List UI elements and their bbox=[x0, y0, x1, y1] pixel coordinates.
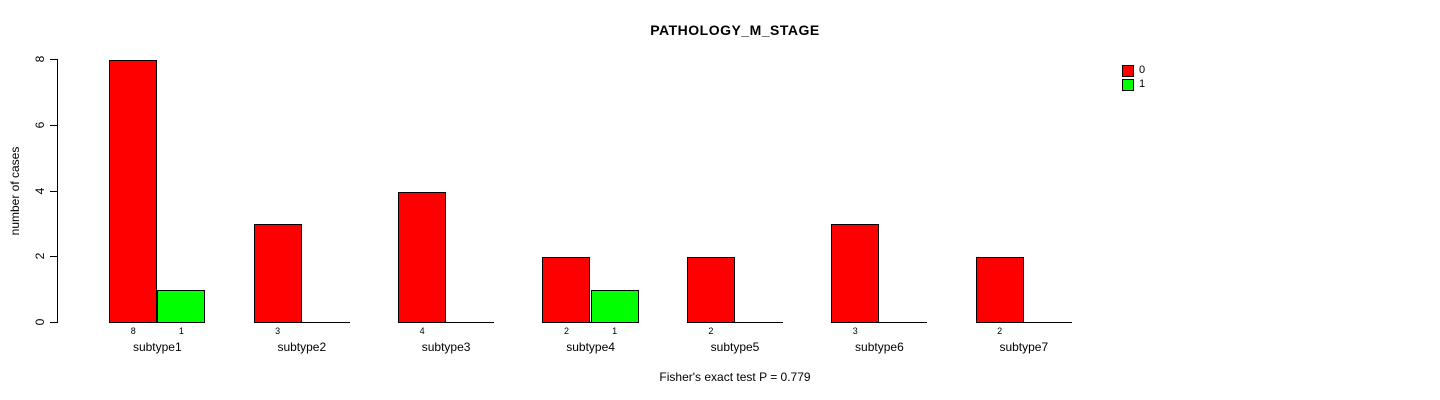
legend-swatch-red-icon bbox=[1122, 64, 1134, 77]
y-axis-label: number of cases bbox=[8, 146, 22, 236]
category-label-subtype3: subtype3 bbox=[421, 340, 471, 354]
category-label-subtype2: subtype2 bbox=[277, 340, 327, 354]
legend-swatch-green-icon bbox=[1122, 78, 1134, 91]
y-tick-mark bbox=[50, 59, 57, 60]
bar-subtype5-series-0 bbox=[686, 257, 735, 323]
bar-value-label: 3 bbox=[852, 326, 858, 336]
y-tick-label: 8 bbox=[33, 55, 47, 63]
y-tick-mark bbox=[50, 125, 57, 126]
bar-value-label: 2 bbox=[563, 326, 570, 336]
bar-subtype7-series-0 bbox=[975, 257, 1024, 323]
bar-subtype1-series-1 bbox=[157, 290, 206, 323]
bar-value-label: 3 bbox=[275, 326, 281, 336]
group-baseline bbox=[975, 322, 1072, 323]
legend-label: 1 bbox=[1139, 78, 1146, 90]
y-tick-mark bbox=[50, 256, 57, 257]
bar-subtype4-series-0 bbox=[542, 257, 591, 323]
y-tick-label: 0 bbox=[33, 318, 47, 326]
bar-value-label: 4 bbox=[419, 326, 425, 336]
category-label-subtype6: subtype6 bbox=[855, 340, 904, 354]
bar-value-label: 8 bbox=[130, 326, 136, 336]
group-baseline bbox=[686, 322, 784, 323]
legend-entry-0: 0 bbox=[1122, 64, 1145, 77]
legend: 0 1 bbox=[1122, 64, 1145, 92]
group-baseline bbox=[253, 322, 350, 323]
category-label-subtype1: subtype1 bbox=[132, 340, 182, 354]
bar-value-label: 1 bbox=[612, 326, 618, 336]
bar-subtype6-series-0 bbox=[831, 224, 880, 323]
group-baseline bbox=[542, 322, 639, 323]
y-axis-line bbox=[57, 59, 58, 323]
y-tick-mark bbox=[50, 322, 57, 323]
bar-subtype4-series-1 bbox=[590, 290, 639, 323]
group-baseline bbox=[398, 322, 495, 323]
chart-title: PATHOLOGY_M_STAGE bbox=[650, 22, 820, 38]
bar-subtype3-series-0 bbox=[398, 192, 447, 323]
bar-subtype2-series-0 bbox=[253, 224, 302, 323]
y-tick-label: 2 bbox=[33, 252, 47, 260]
bar-subtype1-series-0 bbox=[109, 60, 158, 323]
category-label-subtype4: subtype4 bbox=[566, 340, 615, 354]
legend-label: 0 bbox=[1139, 64, 1146, 76]
bar-value-label: 1 bbox=[178, 326, 184, 336]
legend-entry-1: 1 bbox=[1122, 78, 1145, 91]
y-tick-mark bbox=[50, 191, 57, 192]
y-tick-label: 6 bbox=[33, 121, 47, 129]
annotation-text: Fisher's exact test P = 0.779 bbox=[659, 370, 811, 384]
bar-value-label: 2 bbox=[997, 326, 1003, 336]
category-label-subtype7: subtype7 bbox=[999, 340, 1049, 354]
group-baseline bbox=[831, 322, 928, 323]
bar-value-label: 2 bbox=[708, 326, 714, 336]
category-label-subtype5: subtype5 bbox=[710, 340, 760, 354]
y-tick-label: 4 bbox=[33, 187, 47, 195]
